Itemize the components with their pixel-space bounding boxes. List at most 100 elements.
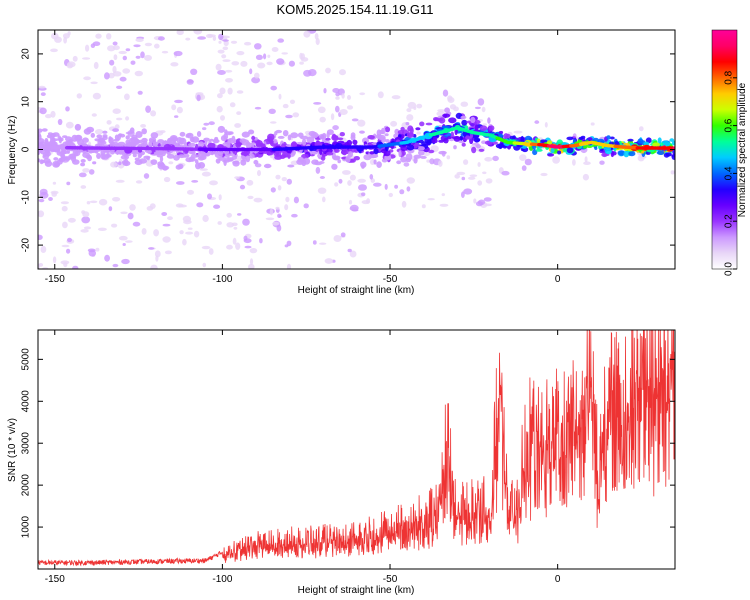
spectrogram-y-tick-label: 0 bbox=[21, 146, 32, 152]
heatmap-noise-cell bbox=[474, 106, 481, 110]
heatmap-noise-cell bbox=[361, 192, 366, 196]
heatmap-cell bbox=[106, 149, 110, 156]
heatmap-cell bbox=[441, 125, 451, 129]
heatmap-cell bbox=[566, 147, 574, 154]
heatmap-noise-cell bbox=[583, 161, 591, 165]
heatmap-cell bbox=[297, 132, 304, 138]
heatmap-cell bbox=[228, 131, 234, 135]
heatmap-noise-cell bbox=[272, 221, 280, 226]
heatmap-noise-cell bbox=[150, 264, 158, 269]
heatmap-noise-cell bbox=[113, 54, 118, 61]
heatmap-noise-cell bbox=[240, 60, 248, 67]
heatmap-cell bbox=[177, 154, 186, 159]
heatmap-noise-cell bbox=[86, 201, 91, 205]
heatmap-noise-cell bbox=[246, 179, 254, 186]
heatmap-noise-cell bbox=[129, 204, 136, 211]
heatmap-noise-cell bbox=[403, 162, 410, 167]
heatmap-noise-cell bbox=[122, 68, 131, 74]
heatmap-cell bbox=[290, 132, 299, 139]
heatmap-cell bbox=[137, 139, 143, 144]
heatmap-noise-cell bbox=[357, 119, 366, 127]
heatmap-noise-cell bbox=[187, 79, 194, 83]
colorbar-tick-label: 0.8 bbox=[724, 70, 735, 84]
spectrogram-x-axis-label: Height of straight line (km) bbox=[298, 285, 415, 296]
heatmap-noise-cell bbox=[61, 244, 70, 248]
spectrogram-x-ticks: -150 -100 -50 0 bbox=[45, 30, 561, 285]
heatmap-cell bbox=[402, 150, 406, 156]
heatmap-noise-cell bbox=[347, 180, 352, 186]
heatmap-cell bbox=[637, 138, 644, 144]
heatmap-cell bbox=[53, 157, 59, 161]
heatmap-cell bbox=[112, 128, 119, 133]
heatmap-noise-cell bbox=[303, 203, 309, 209]
heatmap-noise-cell bbox=[134, 70, 143, 77]
heatmap-cell bbox=[460, 115, 467, 120]
heatmap-noise-cell bbox=[234, 123, 242, 128]
heatmap-cell bbox=[628, 151, 636, 157]
heatmap-cell bbox=[425, 122, 433, 126]
heatmap-noise-cell bbox=[347, 248, 352, 253]
heatmap-noise-cell bbox=[196, 94, 201, 102]
heatmap-noise-cell bbox=[202, 262, 207, 268]
heatmap-noise-cell bbox=[314, 33, 319, 40]
heatmap-noise-cell bbox=[197, 36, 207, 40]
heatmap-noise-cell bbox=[118, 235, 128, 241]
heatmap-noise-cell bbox=[319, 116, 326, 123]
heatmap-cell bbox=[398, 150, 402, 158]
heatmap-noise-cell bbox=[90, 81, 98, 85]
heatmap-cell bbox=[611, 151, 617, 156]
heatmap-noise-cell bbox=[599, 160, 605, 165]
heatmap-noise-cell bbox=[253, 72, 260, 79]
heatmap-noise-cell bbox=[159, 130, 166, 134]
heatmap-noise-cell bbox=[122, 55, 128, 61]
heatmap-noise-cell bbox=[144, 42, 152, 47]
heatmap-noise-cell bbox=[249, 258, 254, 266]
heatmap-cell bbox=[478, 148, 485, 152]
heatmap-cell bbox=[118, 161, 122, 166]
heatmap-noise-cell bbox=[286, 263, 292, 269]
heatmap-cell bbox=[384, 133, 389, 137]
heatmap-cell bbox=[240, 159, 247, 166]
heatmap-cell bbox=[461, 119, 468, 126]
heatmap-noise-cell bbox=[249, 248, 258, 254]
heatmap-noise-cell bbox=[269, 208, 274, 216]
heatmap-noise-cell bbox=[225, 78, 233, 83]
heatmap-noise-cell bbox=[421, 204, 426, 209]
heatmap-cell bbox=[384, 126, 391, 133]
heatmap-cell bbox=[189, 156, 194, 162]
heatmap-cell bbox=[400, 144, 408, 152]
heatmap-cell bbox=[222, 160, 230, 163]
heatmap-cell bbox=[369, 151, 375, 155]
heatmap-cell bbox=[318, 161, 325, 164]
heatmap-noise-cell bbox=[154, 250, 161, 258]
heatmap-cell bbox=[282, 130, 289, 137]
heatmap-noise-cell bbox=[390, 120, 398, 127]
heatmap-noise-cell bbox=[67, 61, 76, 68]
heatmap-noise-cell bbox=[501, 170, 510, 176]
heatmap-cell bbox=[121, 160, 127, 165]
heatmap-noise-cell bbox=[236, 111, 242, 115]
heatmap-cell bbox=[443, 137, 449, 144]
heatmap-noise-cell bbox=[426, 159, 430, 163]
heatmap-noise-cell bbox=[281, 52, 289, 55]
heatmap-cell bbox=[170, 136, 178, 142]
heatmap-cell bbox=[325, 137, 331, 141]
heatmap-cell bbox=[319, 148, 323, 155]
heatmap-noise-cell bbox=[148, 247, 155, 250]
heatmap-noise-cell bbox=[461, 191, 465, 198]
heatmap-cell bbox=[100, 140, 107, 145]
heatmap-cell bbox=[652, 142, 661, 147]
heatmap-noise-cell bbox=[303, 30, 311, 38]
heatmap-cell bbox=[578, 136, 584, 140]
heatmap-noise-cell bbox=[442, 89, 449, 97]
heatmap-noise-cell bbox=[48, 197, 53, 201]
heatmap-cell bbox=[370, 154, 379, 159]
heatmap-noise-cell bbox=[377, 91, 384, 99]
heatmap-cell bbox=[465, 135, 471, 140]
heatmap-cell bbox=[350, 132, 356, 138]
heatmap-cell bbox=[331, 163, 338, 170]
heatmap-cell bbox=[332, 155, 341, 160]
heatmap-noise-cell bbox=[65, 121, 74, 129]
heatmap-noise-cell bbox=[51, 191, 57, 197]
